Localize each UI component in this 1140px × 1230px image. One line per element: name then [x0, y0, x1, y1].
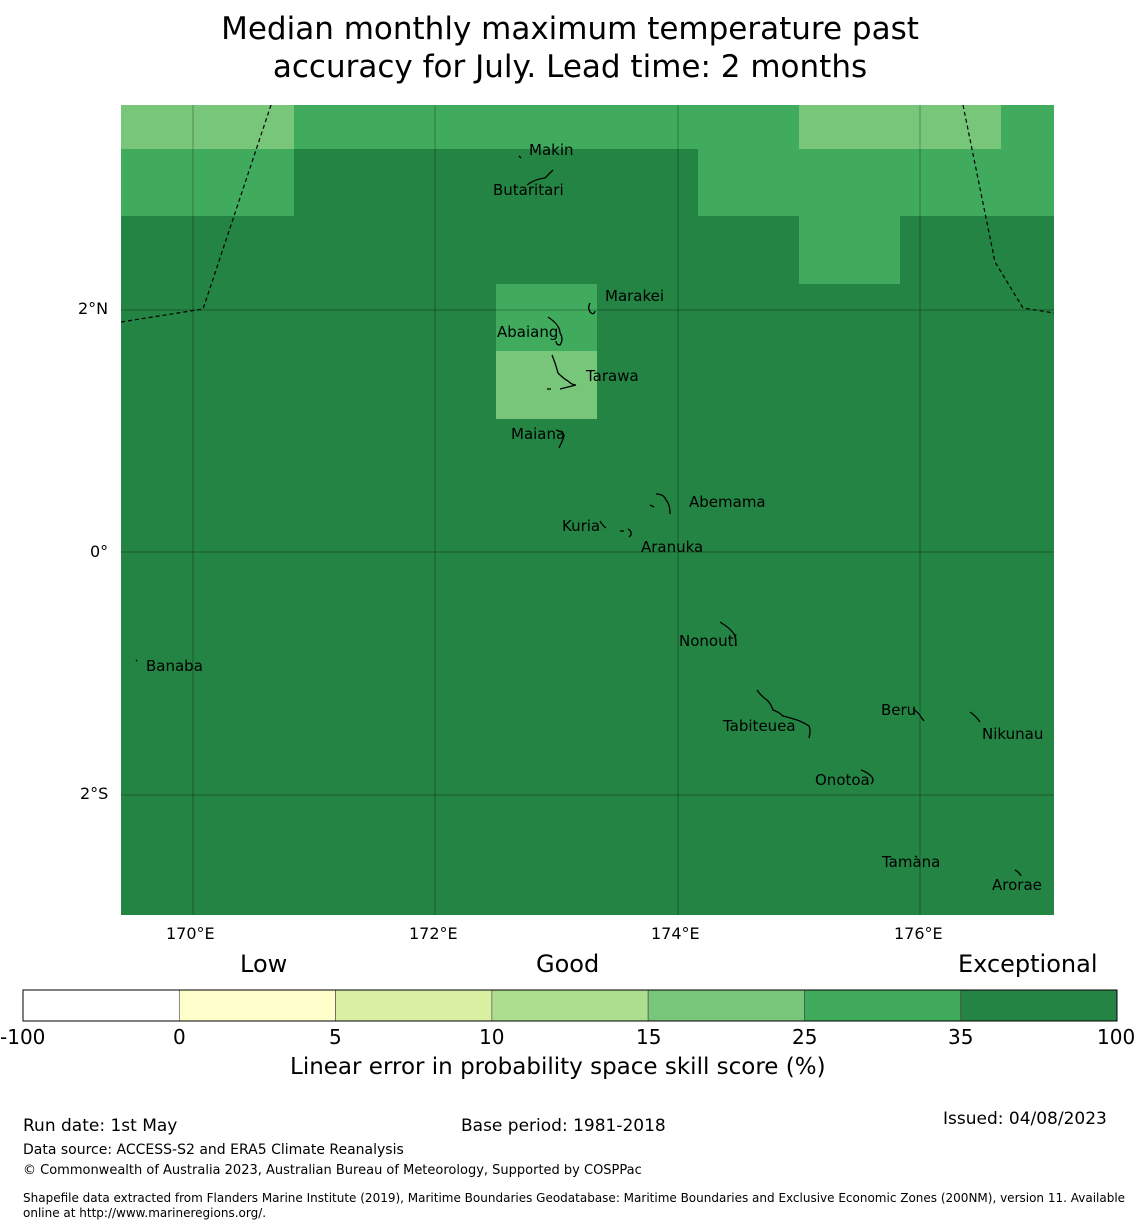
place-label: Abemama [689, 493, 766, 511]
cell [799, 216, 900, 284]
place-label: Tamana [882, 853, 941, 871]
shapefile-credit-line-1: Shapefile data extracted from Flanders M… [23, 1191, 1126, 1205]
eez-line-east [962, 104, 1055, 314]
colorbar-outline [22, 989, 1118, 1022]
map-figure [22, 104, 1118, 1022]
eez-boundaries [120, 104, 1055, 323]
place-label: Makin [529, 141, 574, 159]
cell [1001, 105, 1054, 149]
place-label: Butaritari [493, 181, 564, 199]
place-label: Banaba [146, 657, 203, 675]
coast-maiana [555, 429, 565, 449]
cell [698, 149, 1054, 216]
cell [121, 149, 294, 216]
place-label: Nikunau [982, 725, 1044, 743]
eez-line-west [120, 104, 272, 323]
base-period: Base period: 1981-2018 [461, 1116, 666, 1136]
coast-banaba [135, 659, 138, 662]
legend-tick: 25 [792, 1025, 818, 1049]
skill-cells [121, 105, 1054, 419]
colorbar-segment [22, 989, 180, 1022]
graticule [121, 105, 1054, 915]
place-label: Arorae [992, 876, 1042, 894]
coast-abaiang [547, 316, 563, 346]
coast-nonouti [719, 621, 737, 647]
cell [121, 105, 294, 149]
legend-axis-label: Linear error in probability space skill … [290, 1054, 826, 1080]
place-label: Onotoa [815, 771, 870, 789]
colorbar-segment [335, 989, 493, 1022]
lat-tick-2N: 2°N [78, 299, 109, 318]
legend-tick: 100 [1097, 1025, 1136, 1049]
coast-arorae [1014, 869, 1022, 877]
legend-tick: 10 [479, 1025, 505, 1049]
title-line-1: Median monthly maximum temperature past [221, 11, 919, 47]
coast-abemama [649, 493, 671, 515]
legend-tick: 0 [173, 1025, 186, 1049]
legend-category-good: Good [536, 950, 600, 978]
coast-tabiteuea [756, 689, 811, 739]
legend-tick: 35 [948, 1025, 974, 1049]
colorbar-segment [178, 989, 336, 1022]
cell [496, 284, 597, 351]
lon-tick-176E: 176°E [894, 924, 943, 943]
copyright: © Commonwealth of Australia 2023, Austra… [23, 1163, 642, 1178]
legend-category-low: Low [240, 950, 288, 978]
cell [496, 351, 597, 419]
coast-tamana [914, 855, 918, 858]
legend-tick: 15 [636, 1025, 662, 1049]
colorbar-segment [491, 989, 649, 1022]
coast-beru [912, 708, 925, 722]
lat-tick-2S: 2°S [80, 784, 109, 803]
shapefile-credit-line-2: online at http://www.marineregions.org/. [23, 1206, 267, 1220]
lon-tick-174E: 174°E [651, 924, 700, 943]
place-label: Tabiteuea [723, 717, 796, 735]
coastlines [135, 155, 1022, 877]
place-label: Aranuka [641, 538, 704, 556]
lon-tick-172E: 172°E [409, 924, 458, 943]
coast-tarawa [547, 354, 577, 390]
skill-field [121, 105, 1054, 915]
place-label: Beru [881, 701, 917, 719]
cell [294, 105, 799, 149]
legend-category-exceptional: Exceptional [958, 950, 1098, 978]
place-label: Abaiang [497, 323, 559, 341]
coast-kuria [599, 520, 607, 529]
colorbar-segment [647, 989, 805, 1022]
coast-makin [518, 155, 522, 159]
coast-butaritari [526, 169, 554, 186]
lon-tick-170E: 170°E [166, 924, 215, 943]
issued-date: Issued: 04/08/2023 [943, 1109, 1107, 1129]
legend-tick: -100 [0, 1025, 46, 1049]
run-date: Run date: 1st May [23, 1116, 178, 1136]
place-label: Nonouti [679, 632, 738, 650]
data-source: Data source: ACCESS-S2 and ERA5 Climate … [23, 1142, 404, 1158]
coast-marakei [588, 302, 596, 315]
coast-nikunau [969, 711, 981, 723]
lat-tick-0: 0° [90, 542, 109, 561]
legend-tick: 5 [329, 1025, 342, 1049]
title-line-2: accuracy for July. Lead time: 2 months [272, 49, 868, 85]
colorbar [22, 989, 1118, 1022]
place-label: Maiana [511, 425, 566, 443]
colorbar-segment [960, 989, 1118, 1022]
place-label: Marakei [605, 287, 665, 305]
place-label: Tarawa [586, 367, 639, 385]
coast-aranuka [620, 528, 632, 538]
chart-title: Median monthly maximum temperature past … [0, 10, 1140, 86]
place-label: Kuria [562, 517, 601, 535]
colorbar-segment [804, 989, 962, 1022]
coast-onotoa [860, 769, 874, 785]
